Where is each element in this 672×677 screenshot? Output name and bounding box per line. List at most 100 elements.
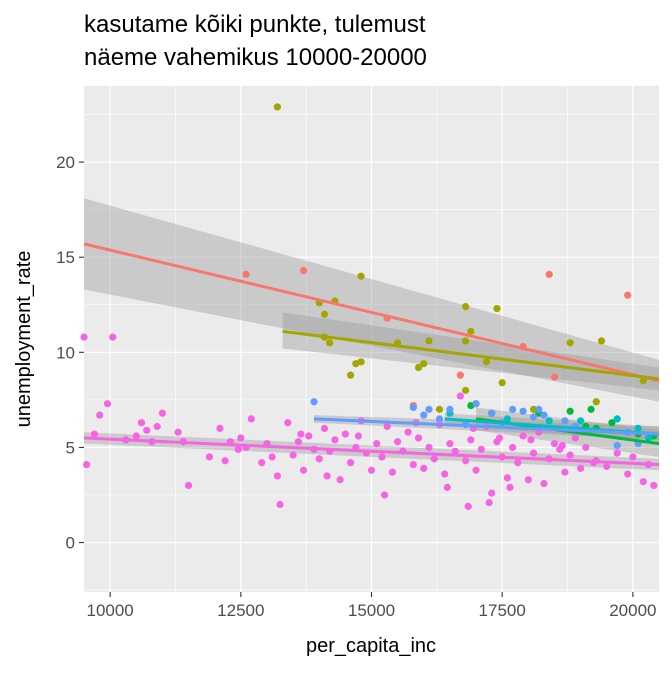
data-point-1 [326,339,334,347]
data-point-1 [420,360,428,368]
data-point-3 [644,434,653,442]
data-point-1 [592,398,600,406]
data-point-2 [587,405,595,413]
data-point-5 [535,428,543,436]
data-point-5 [268,453,276,461]
data-point-5 [258,459,266,467]
data-point-5 [561,468,569,476]
data-point-4 [420,411,428,419]
data-point-1 [435,405,444,413]
data-point-4 [425,405,433,413]
data-point-5 [430,455,438,463]
data-point-5 [247,415,255,423]
data-point-1 [461,303,470,311]
data-point-5 [571,434,579,442]
confidence-band-1 [282,312,659,391]
data-point-5 [109,333,117,341]
data-point-4 [613,441,621,450]
data-point-5 [289,451,297,459]
data-point-5 [519,432,527,440]
data-point-5 [394,438,402,446]
data-point-5 [477,445,485,453]
data-point-5 [80,333,88,341]
data-point-5 [143,426,151,434]
data-point-2 [608,419,616,427]
data-point-5 [388,468,397,476]
data-point-5 [441,470,449,478]
data-point-5 [446,440,454,448]
data-point-4 [435,415,444,423]
y-axis-title: unemployment_rate [13,251,35,428]
data-point-5 [540,479,548,488]
x-tick-label: 12500 [217,601,264,620]
data-point-5 [529,449,538,457]
data-point-5 [336,476,344,484]
data-point-1 [482,358,491,366]
data-point-5 [341,430,349,438]
data-point-5 [467,436,475,444]
x-tick-label: 17500 [479,601,526,620]
data-point-5 [103,400,112,408]
x-tick-label: 15000 [348,601,395,620]
data-point-5 [420,464,428,472]
y-tick-label: 0 [66,534,75,553]
data-point-5 [378,453,386,461]
data-point-5 [629,453,637,461]
data-point-1 [425,337,433,345]
data-point-5 [234,445,242,453]
data-point-3 [576,417,585,425]
x-tick-label: 10000 [86,601,133,620]
data-point-5 [503,474,512,482]
data-point-1 [357,272,365,280]
data-point-5 [527,436,535,444]
data-point-5 [464,502,472,510]
data-point-5 [346,459,355,467]
data-point-5 [294,438,302,446]
data-point-5 [550,440,559,448]
data-point-0 [242,270,250,278]
data-point-5 [297,430,305,438]
data-point-5 [367,466,376,474]
data-point-3 [634,424,642,433]
y-tick-label: 20 [56,153,75,172]
data-point-3 [613,415,621,423]
data-point-4 [488,409,496,417]
data-point-1 [493,304,501,313]
data-point-5 [613,449,621,457]
data-point-0 [456,371,464,379]
fit-line-0 [83,242,660,383]
data-point-5 [582,443,590,452]
data-point-0 [299,266,308,275]
data-point-4 [519,407,527,415]
data-point-5 [488,489,496,497]
chart-title-line-1: kasutame kõiki punkte, tulemust [84,11,426,38]
x-axis-ticks: 10000 12500 15000 17500 20000 [86,592,657,620]
y-axis-ticks: 0 5 10 15 20 [56,153,84,553]
data-point-5 [383,422,391,431]
data-point-5 [443,483,451,491]
data-point-5 [305,432,313,440]
data-point-5 [276,500,284,509]
data-point-5 [509,443,517,452]
confidence-band-0 [84,198,659,402]
data-point-5 [566,451,574,459]
y-tick-label: 15 [56,248,75,267]
fit-lines [83,242,660,467]
data-point-5 [576,464,585,472]
data-point-5 [451,447,459,455]
data-point-5 [409,460,417,469]
data-point-1 [357,358,365,366]
data-point-3 [545,417,553,425]
data-point-4 [310,398,318,406]
data-point-1 [414,363,423,372]
data-point-2 [566,407,574,415]
data-point-4 [509,405,517,413]
data-point-5 [158,409,167,417]
data-point-1 [498,379,506,387]
data-point-5 [485,498,493,507]
data-point-5 [96,411,104,419]
data-point-5 [650,481,658,490]
data-point-5 [137,419,146,427]
x-axis-title: per_capita_inc [306,635,436,657]
data-point-5 [373,440,381,448]
